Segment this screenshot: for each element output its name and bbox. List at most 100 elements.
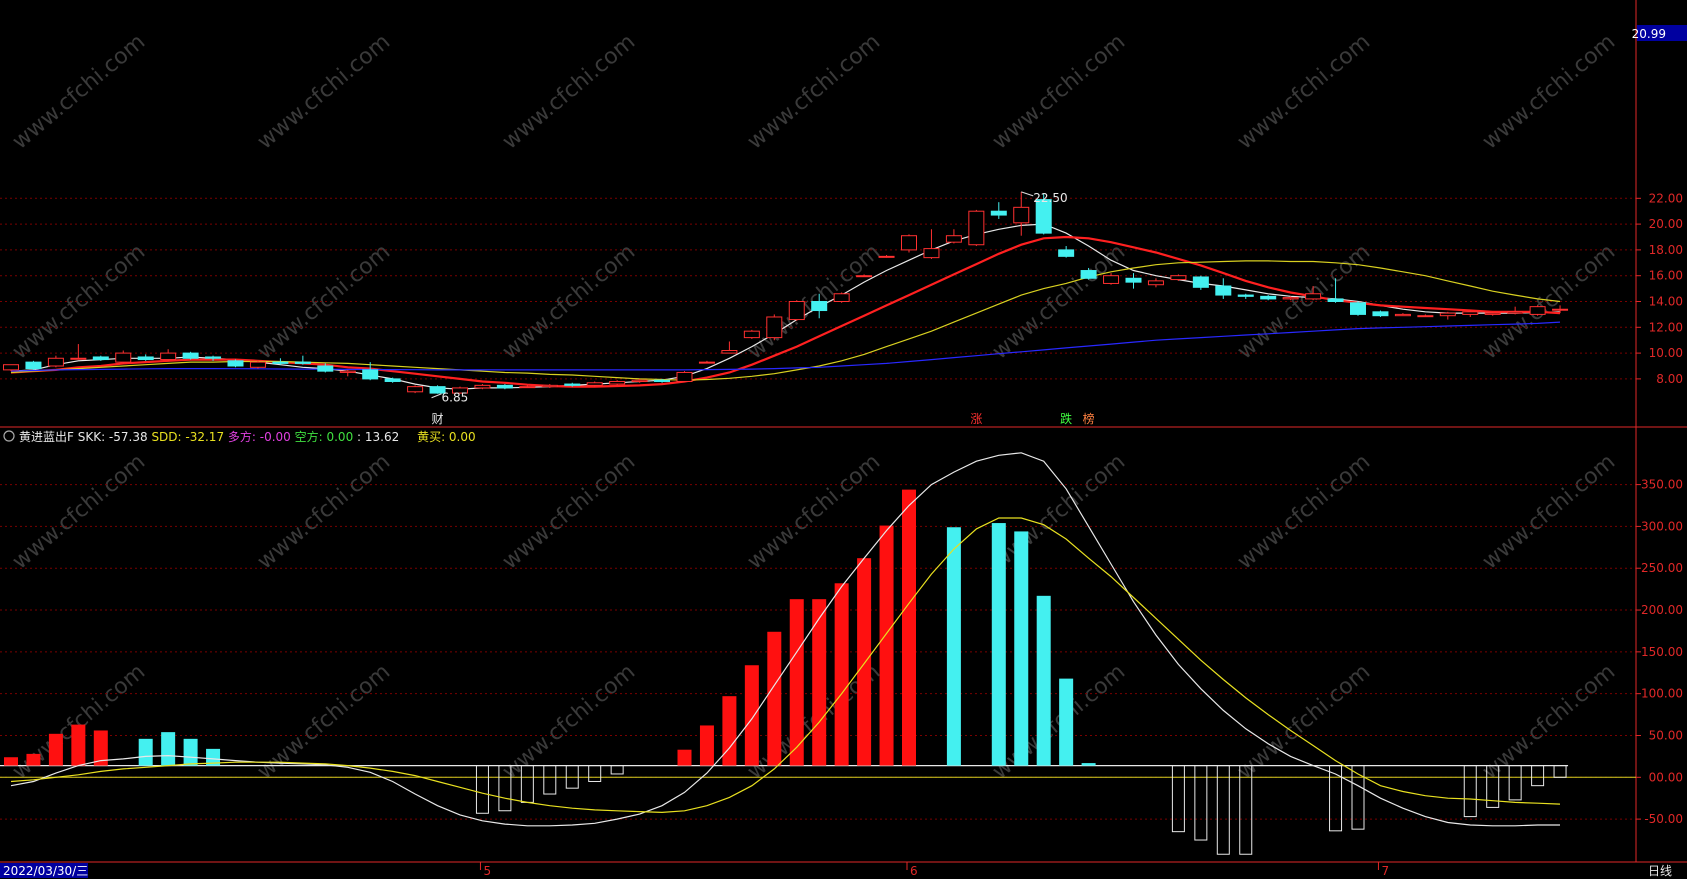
candle	[1552, 305, 1569, 314]
indicator-bar	[543, 765, 557, 795]
moving-average-line	[10, 223, 1561, 390]
candle	[811, 293, 828, 319]
low-pointer	[431, 393, 442, 399]
candle-body	[92, 356, 109, 361]
candle-body	[1327, 298, 1344, 303]
candle	[788, 300, 805, 321]
indicator-bar	[93, 730, 108, 766]
candle-body	[1282, 297, 1299, 300]
candle-body	[609, 380, 626, 385]
candle-body	[923, 248, 940, 259]
candle	[609, 380, 626, 386]
candle	[1372, 310, 1389, 317]
indicator-bar	[677, 749, 692, 766]
indicator-bar	[834, 583, 849, 766]
date-label: 2022/03/30/三	[3, 864, 88, 878]
indicator-bar	[789, 599, 804, 766]
candle-body	[519, 386, 536, 389]
indicator-bar	[4, 757, 18, 766]
signal-marker: 跌	[1060, 411, 1072, 426]
candle-body	[205, 356, 222, 359]
candle	[384, 377, 401, 383]
candle-body	[474, 384, 491, 389]
candle	[3, 364, 19, 372]
candle	[1103, 273, 1120, 285]
candle-body	[1305, 293, 1322, 300]
candle	[160, 349, 177, 361]
candle-body	[698, 361, 715, 364]
candle-body	[1147, 280, 1164, 286]
indicator-legend-item: 黄买: 0.00	[417, 430, 476, 444]
candlesticks[interactable]	[3, 191, 1569, 394]
month-label: 6	[910, 864, 918, 878]
candle	[362, 362, 379, 381]
moving-average-line	[10, 321, 1561, 372]
candle	[452, 386, 468, 394]
candle-body	[945, 235, 962, 243]
candle	[249, 360, 266, 369]
candle-body	[1192, 276, 1209, 288]
candle	[945, 229, 962, 244]
indicator-bar	[1531, 765, 1545, 787]
candle-body	[564, 383, 581, 386]
candle	[519, 385, 536, 389]
candle	[1237, 293, 1254, 299]
candle	[564, 382, 581, 387]
indicator-tick-label: 200.00	[1641, 603, 1683, 617]
candle	[1529, 305, 1546, 316]
candle	[1192, 275, 1209, 290]
candle	[496, 384, 513, 390]
indicator-settings-icon[interactable]	[3, 430, 15, 442]
indicator-line	[10, 517, 1561, 814]
candle-body	[901, 235, 917, 251]
candle-body	[1350, 302, 1366, 315]
candle-body	[1013, 206, 1030, 224]
indicator-bar	[1329, 765, 1343, 832]
candle	[1058, 246, 1075, 258]
candle	[1080, 267, 1097, 280]
candle	[901, 234, 917, 253]
candle	[766, 314, 783, 341]
price-tick-label: 12.00	[1649, 320, 1683, 334]
candle-body	[676, 371, 693, 382]
indicator-lines	[10, 452, 1561, 827]
svg-text:黄进蓝出F SKK: -57.38 SDD: -32.17: 黄进蓝出F SKK: -57.38 SDD: -32.17 多方: -0.00 …	[19, 429, 476, 444]
candle	[856, 274, 873, 278]
indicator-bar	[1351, 765, 1365, 830]
date-box	[0, 863, 88, 878]
indicator-bar	[1014, 531, 1029, 766]
candle	[1170, 274, 1187, 281]
indicator-bar	[475, 765, 489, 814]
indicator-bar	[902, 489, 916, 766]
candle	[698, 360, 715, 364]
candle	[1507, 306, 1524, 315]
indicator-tick-label: -50.00	[1644, 812, 1683, 826]
candle-body	[249, 361, 266, 368]
indicator-bar	[1081, 763, 1096, 766]
period-label: 日线	[1648, 864, 1672, 878]
candle	[1484, 311, 1501, 316]
indicator-legend-item: 空方: 0.00	[295, 429, 357, 444]
indicator-bar	[812, 599, 827, 766]
candle-body	[766, 316, 783, 339]
candle	[721, 341, 738, 354]
candle	[1282, 296, 1299, 301]
month-label: 7	[1381, 864, 1389, 878]
price-tick-label: 18.00	[1649, 243, 1683, 257]
indicator-bar	[161, 732, 176, 766]
candle	[407, 385, 424, 394]
price-tick-label: 22.00	[1649, 191, 1683, 205]
current-price-label: 20.99	[1632, 27, 1666, 41]
indicator-bar	[744, 665, 759, 766]
indicator-bars[interactable]	[0, 489, 1636, 855]
indicator-tick-label: 300.00	[1641, 519, 1683, 533]
indicator-bar	[1508, 765, 1522, 801]
candle-body	[541, 384, 558, 388]
indicator-bar	[1239, 765, 1253, 855]
candle-body	[339, 370, 356, 373]
candle-body	[3, 364, 19, 371]
current-price-box	[1637, 25, 1687, 41]
signal-marker: 涨	[970, 411, 982, 426]
candle-body	[1215, 285, 1232, 296]
